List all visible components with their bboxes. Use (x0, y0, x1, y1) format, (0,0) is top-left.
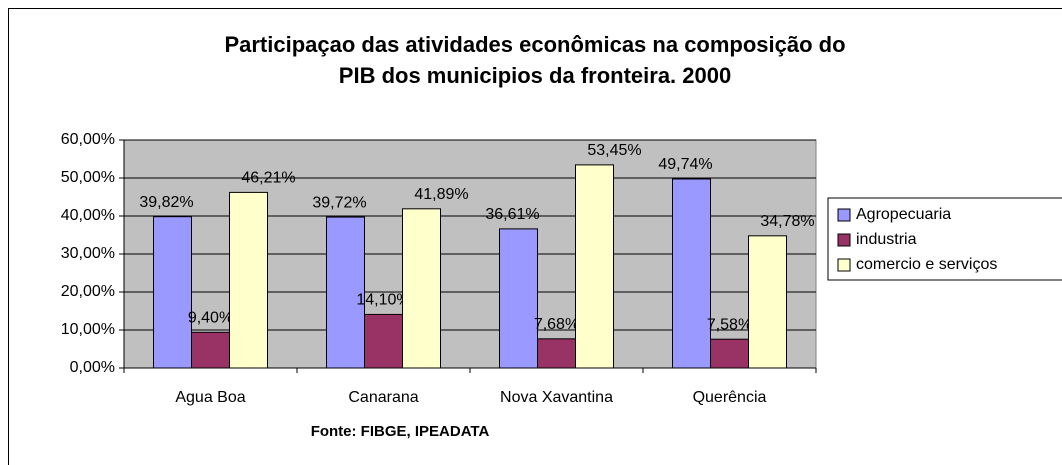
data-label: 9,40% (188, 309, 233, 326)
data-label: 36,61% (485, 206, 539, 223)
x-tick-label: Agua Boa (175, 389, 245, 406)
data-label: 39,82% (139, 194, 193, 211)
bar (710, 338, 749, 369)
data-label: 46,21% (241, 170, 295, 187)
y-tick-label: 60,00% (61, 131, 115, 148)
x-axis-label: Fonte: FIBGE, IPEADATA (311, 423, 490, 440)
bar (191, 331, 230, 369)
data-label: 39,72% (312, 194, 366, 211)
chart-title: Participaçao das atividades econômicas n… (224, 32, 845, 57)
y-tick-label: 50,00% (61, 169, 115, 186)
data-label: 53,45% (587, 142, 641, 159)
bar (402, 208, 441, 369)
legend-swatch (837, 233, 851, 247)
legend-label: industria (856, 231, 917, 248)
bar (499, 228, 538, 369)
y-tick-label: 40,00% (61, 207, 115, 224)
y-tick-label: 10,00% (61, 321, 115, 338)
bar (672, 178, 711, 369)
data-label: 7,68% (534, 316, 579, 333)
legend-label: comercio e serviços (856, 256, 997, 273)
y-tick-label: 30,00% (61, 245, 115, 262)
y-tick-label: 20,00% (61, 283, 115, 300)
data-label: 7,58% (707, 316, 752, 333)
bar (748, 235, 787, 369)
y-tick-label: 0,00% (70, 359, 115, 376)
bar (229, 191, 268, 369)
bar (575, 164, 614, 369)
data-label: 34,78% (760, 213, 814, 230)
legend-swatch (837, 208, 851, 222)
x-tick-label: Canarana (348, 389, 418, 406)
legend-box (827, 197, 1062, 281)
data-label: 49,74% (658, 156, 712, 173)
bar (153, 216, 192, 369)
bar (537, 338, 576, 369)
bar (326, 216, 365, 369)
data-label: 14,10% (356, 292, 410, 309)
bar (364, 313, 403, 369)
data-label: 41,89% (414, 186, 468, 203)
legend-swatch (837, 258, 851, 272)
x-tick-label: Nova Xavantina (500, 389, 613, 406)
x-tick-label: Querência (693, 389, 767, 406)
legend-label: Agropecuaria (856, 206, 951, 223)
chart-title: PIB dos municipios da fronteira. 2000 (339, 63, 731, 88)
